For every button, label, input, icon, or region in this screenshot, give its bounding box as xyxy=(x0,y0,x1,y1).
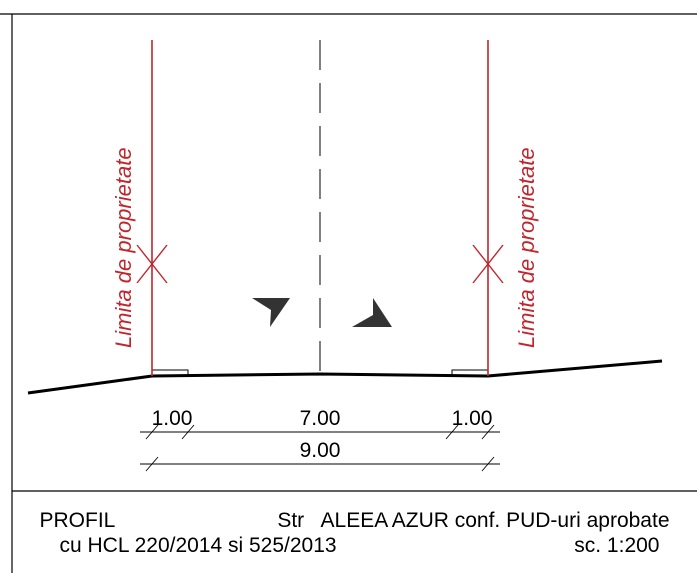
property-marker-right xyxy=(472,244,504,284)
title-line-1: PROFIL Str ALEEA AZUR conf. PUD-uri apro… xyxy=(40,508,670,533)
title-line-2: cu HCL 220/2014 si 525/2013 sc. 1:200 xyxy=(50,533,660,558)
dimension-line-widths xyxy=(140,424,500,440)
dimension-line-total xyxy=(140,456,500,472)
ground-line xyxy=(27,359,663,395)
scale-label: sc. 1:200 xyxy=(574,533,660,557)
dimension-right-label: 1.00 xyxy=(452,407,493,430)
decision-reference: cu HCL 220/2014 si 525/2013 xyxy=(59,533,337,557)
profile-label: PROFIL xyxy=(39,508,116,532)
drawing-frame xyxy=(0,13,697,573)
street-name: Str ALEEA AZUR conf. PUD-uri aprobate xyxy=(277,508,670,532)
property-limit-label-left: Limita de proprietate xyxy=(111,147,136,348)
title-block: PROFIL Str ALEEA AZUR conf. PUD-uri apro… xyxy=(12,492,697,573)
property-marker-left xyxy=(136,244,168,284)
traffic-arrow-down-icon xyxy=(252,298,290,327)
property-limit-label-right: Limita de proprietate xyxy=(514,147,539,348)
dimension-left-label: 1.00 xyxy=(152,407,193,430)
dimension-center-label: 7.00 xyxy=(300,407,341,430)
dimension-total-label: 9.00 xyxy=(300,439,341,462)
traffic-arrow-up-icon xyxy=(352,298,392,327)
